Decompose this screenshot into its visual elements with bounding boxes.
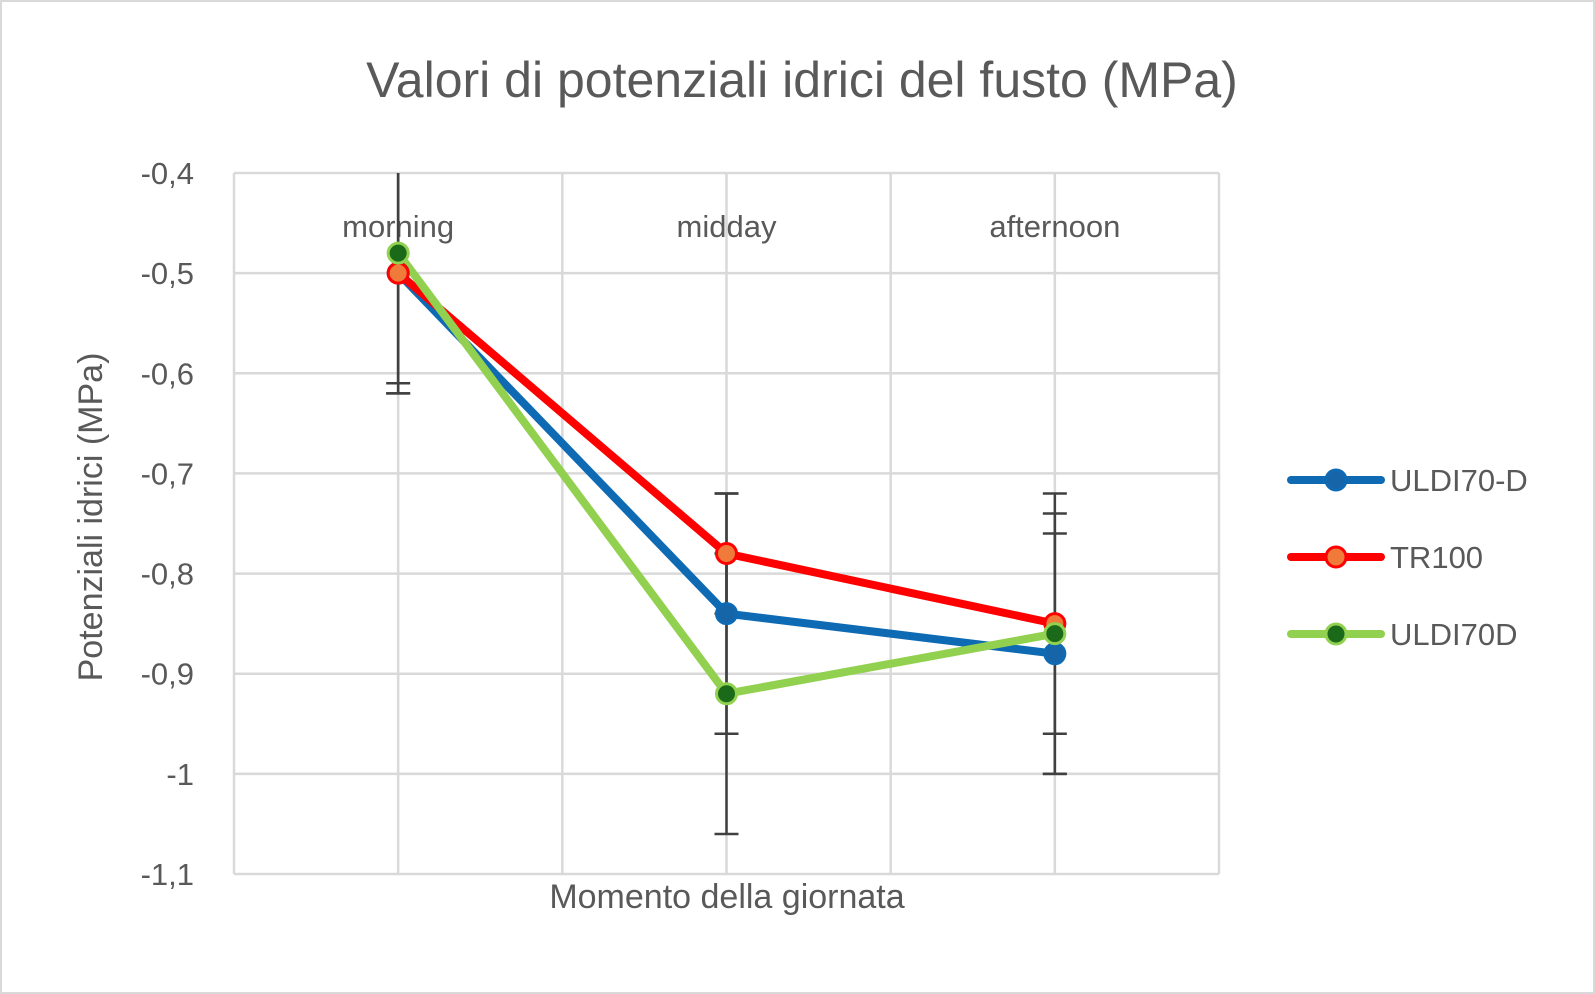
y-tick-label: -0,4 [141, 156, 194, 191]
y-tick-label: -0,7 [141, 456, 194, 491]
chart-title: Valori di potenziali idrici del fusto (M… [366, 52, 1238, 108]
data-point-tr100 [386, 261, 410, 285]
legend-label: ULDI70D [1390, 617, 1518, 652]
y-tick-label: -0,6 [141, 356, 194, 391]
y-tick-label: -1,1 [141, 857, 194, 892]
data-point-tr100 [715, 542, 738, 566]
data-point-uldi70d [1043, 622, 1067, 646]
y-tick-label: -1 [166, 757, 194, 792]
data-point-uldi70-d [715, 602, 738, 626]
legend-item: ULDI70-D [1287, 463, 1528, 498]
y-tick-label: -0,8 [141, 557, 194, 592]
category-labels: morning midday afternoon [342, 209, 1120, 244]
y-tick-label: -0,5 [141, 256, 194, 291]
y-axis-title: Potenziali idrici (MPa) [72, 353, 110, 682]
legend-marker [1324, 622, 1348, 646]
category-label: afternoon [989, 209, 1120, 244]
data-point-uldi70d [715, 682, 738, 706]
data-point-uldi70d [386, 241, 410, 265]
legend-label: TR100 [1390, 540, 1483, 575]
y-axis-ticks: -0,4 -0,5 -0,6 -0,7 -0,8 -0,9 -1 -1,1 [141, 156, 194, 892]
legend-item: ULDI70D [1287, 617, 1518, 652]
data-point-uldi70-d [1043, 642, 1067, 666]
y-tick-label: -0,9 [141, 657, 194, 692]
legend-marker [1324, 545, 1348, 569]
legend-marker [1324, 468, 1348, 492]
legend-item: TR100 [1287, 540, 1483, 575]
x-axis-title: Momento della giornata [549, 878, 904, 916]
series-markers [386, 241, 1067, 706]
category-label: midday [677, 209, 777, 244]
legend: ULDI70-D TR100 ULDI70D [1287, 463, 1528, 652]
legend-label: ULDI70-D [1390, 463, 1528, 498]
